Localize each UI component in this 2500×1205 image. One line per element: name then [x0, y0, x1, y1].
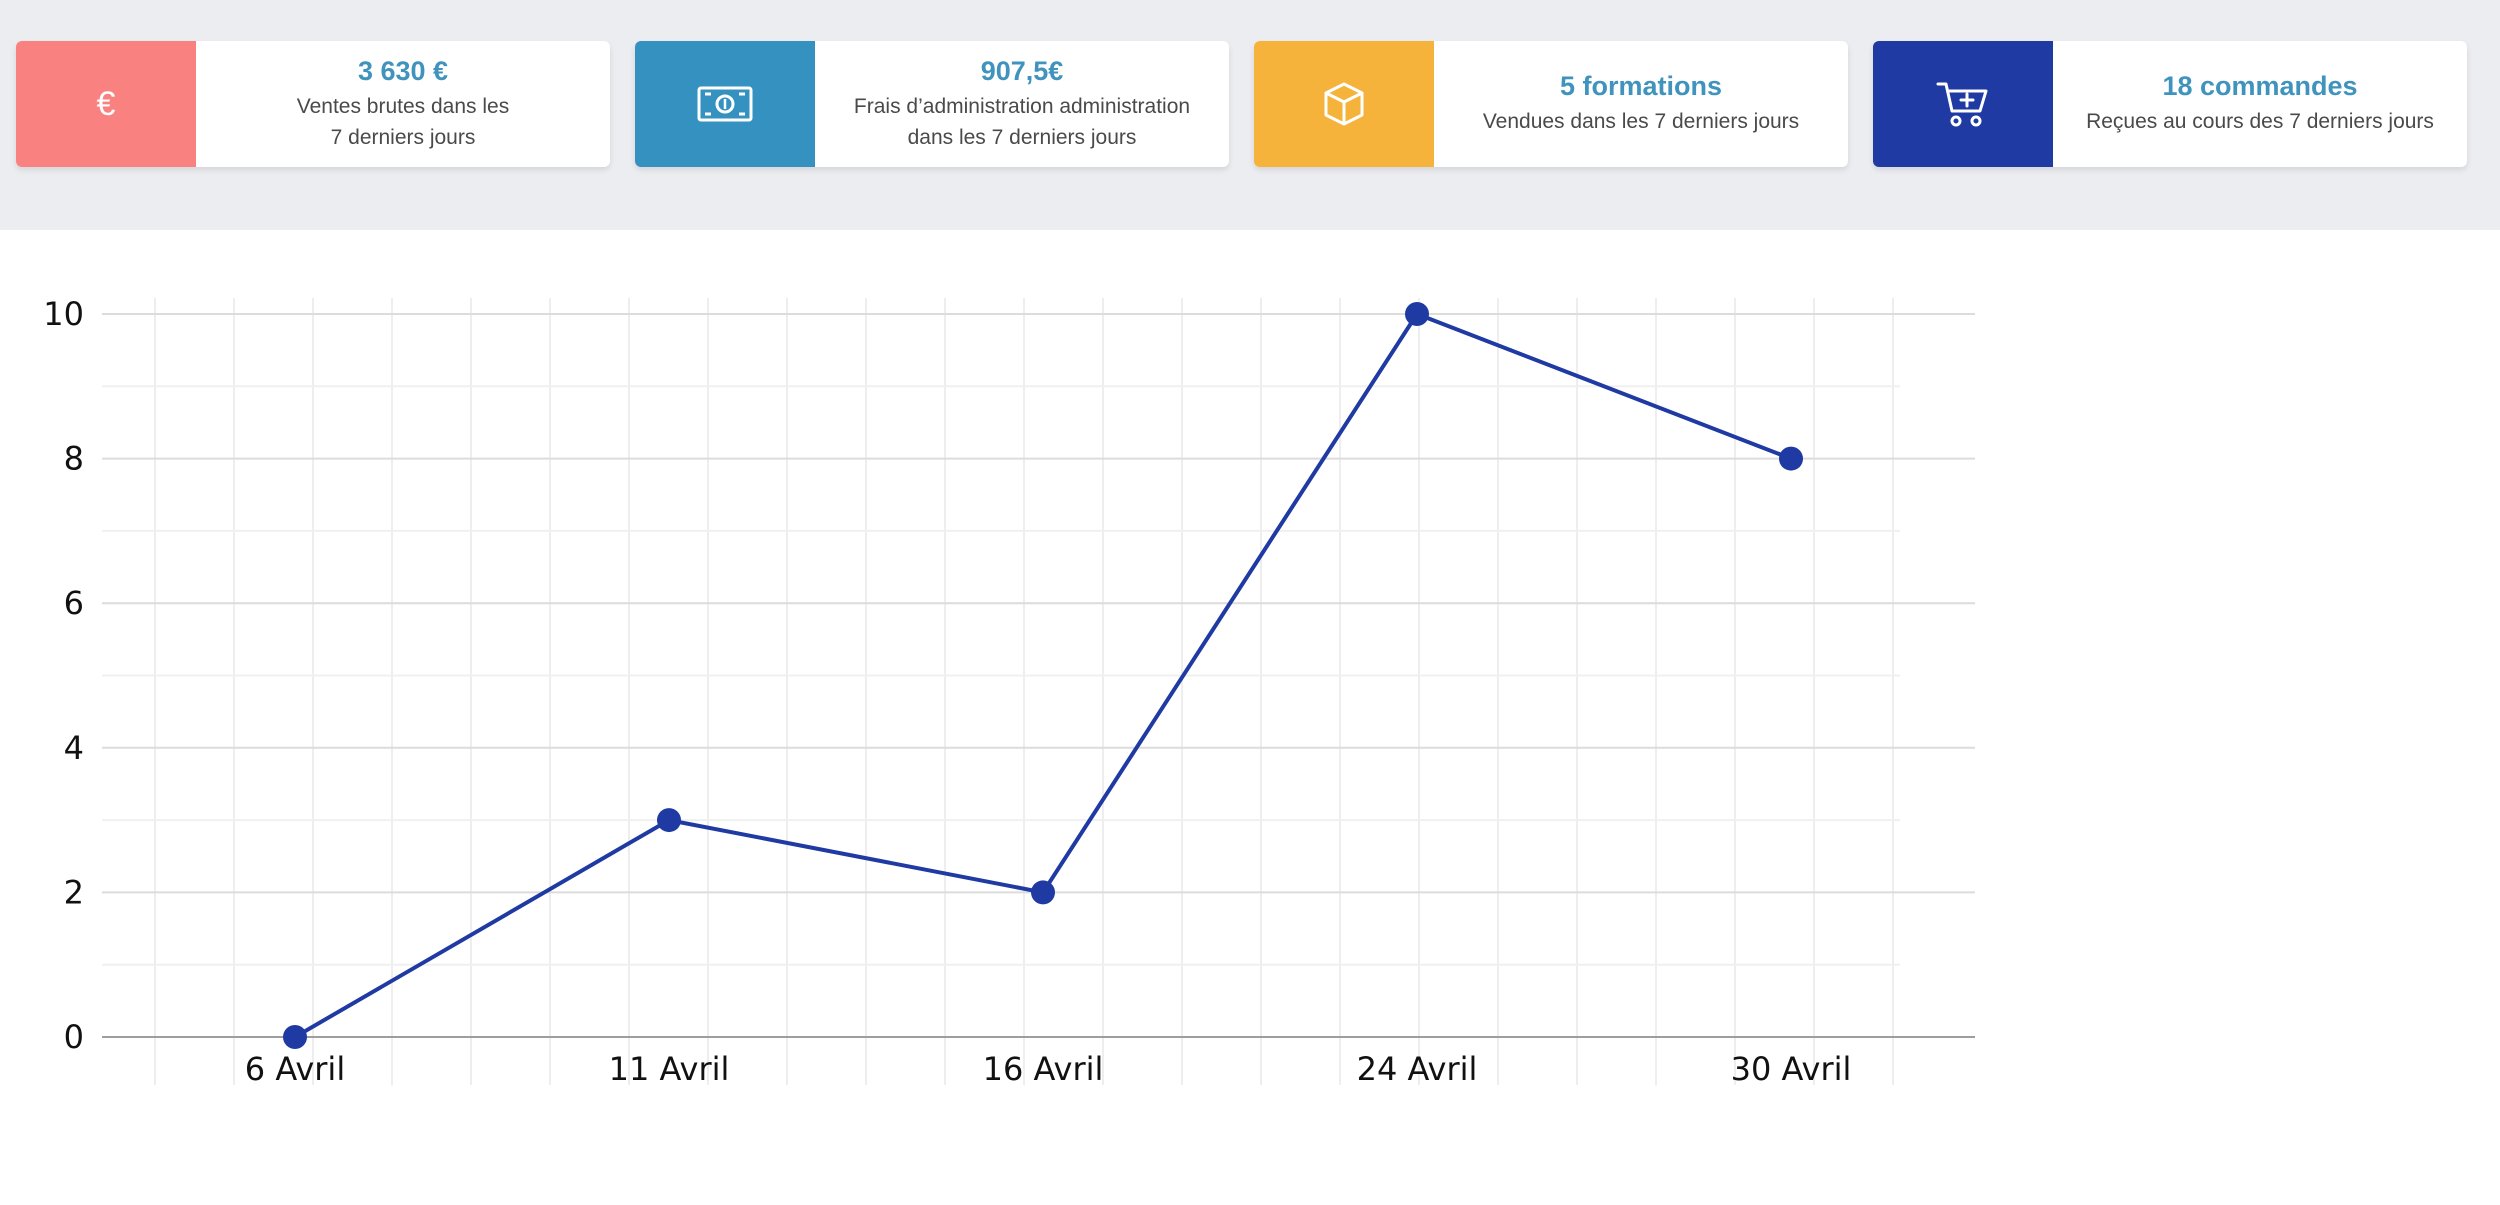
stat-description: Ventes brutes dans les 7 derniers jours [296, 94, 510, 149]
data-point[interactable] [1779, 446, 1803, 471]
stat-description: Reçues au cours des 7 derniers jours [2086, 110, 2434, 133]
stat-value: 3 630 € [357, 55, 449, 86]
stat-description: Frais d’administration administration da… [853, 94, 1191, 149]
stat-card-text: 3 630 € Ventes brutes dans les 7 dernier… [196, 41, 610, 167]
data-point[interactable] [1405, 302, 1429, 326]
y-tick-label: 8 [64, 440, 84, 478]
y-tick-label: 10 [43, 295, 84, 333]
stat-value: 18 commandes [2162, 71, 2358, 101]
sales-line-chart: 0 2 4 6 8 10 6 Avril 11 Avril 16 Avril 24 Avril 3… [43, 295, 1975, 1088]
x-tick-label: 6 Avril [245, 1050, 345, 1088]
euro-icon: € [96, 84, 116, 123]
stat-card-icon-box [635, 41, 815, 167]
stat-card-text: 907,5€ Frais d’administration administra… [815, 41, 1229, 167]
data-point[interactable] [657, 808, 681, 833]
y-tick-label: 0 [64, 1018, 84, 1056]
x-tick-label: 30 Avril [1731, 1050, 1852, 1088]
stat-card-gross-sales[interactable]: € 3 630 € Ventes brutes dans les 7 derni… [16, 41, 610, 167]
x-tick-label: 16 Avril [983, 1050, 1104, 1088]
banknote-icon [697, 86, 753, 122]
stats-band: € 3 630 € Ventes brutes dans les 7 derni… [0, 0, 2500, 230]
stat-card-text: 18 commandes Reçues au cours des 7 derni… [2053, 41, 2467, 167]
x-tick-label: 24 Avril [1357, 1050, 1478, 1088]
data-point[interactable] [283, 1025, 307, 1049]
stat-card-icon-box [1873, 41, 2053, 167]
stat-card-icon-box [1254, 41, 1434, 167]
sales-chart-panel: 0 2 4 6 8 10 6 Avril 11 Avril 16 Avril 24 Avril 3… [0, 230, 2500, 1200]
stat-value: 907,5€ [980, 55, 1064, 86]
data-point[interactable] [1031, 880, 1055, 905]
chart-grid [102, 298, 1900, 1085]
x-axis: 6 Avril 11 Avril 16 Avril 24 Avril 30 Avril [245, 1050, 1852, 1088]
x-tick-label: 11 Avril [609, 1050, 730, 1088]
chart-series [283, 302, 1803, 1049]
stat-card-orders[interactable]: 18 commandes Reçues au cours des 7 derni… [1873, 41, 2467, 167]
y-axis: 0 2 4 6 8 10 [43, 295, 1975, 1056]
cart-icon [1936, 82, 1988, 127]
stat-description: Vendues dans les 7 derniers jours [1482, 110, 1800, 133]
stat-value: 5 formations [1559, 71, 1723, 101]
stat-card-admin-fees[interactable]: 907,5€ Frais d’administration administra… [635, 41, 1229, 167]
stat-card-text: 5 formations Vendues dans les 7 derniers… [1434, 41, 1848, 167]
y-tick-label: 2 [64, 873, 84, 911]
y-tick-label: 4 [64, 729, 84, 767]
stat-card-icon-box: € [16, 41, 196, 167]
stat-card-courses-sold[interactable]: 5 formations Vendues dans les 7 derniers… [1254, 41, 1848, 167]
box-icon [1324, 82, 1364, 126]
y-tick-label: 6 [64, 584, 84, 622]
